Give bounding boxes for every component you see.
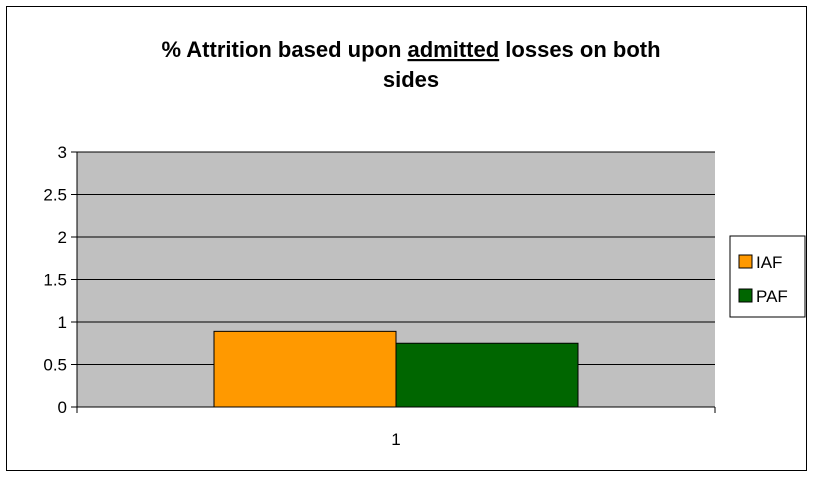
chart-title-underlined: admitted: [408, 37, 500, 62]
axes: [71, 151, 716, 413]
y-tick-label: 1.5: [43, 271, 67, 290]
bar-paf: [395, 342, 579, 408]
legend-label-paf: PAF: [756, 287, 788, 306]
x-tick-label: 1: [391, 430, 400, 449]
bar-iaf: [213, 330, 397, 408]
y-tick-label: 1: [58, 313, 67, 332]
chart-title: % Attrition based upon admitted losses o…: [161, 37, 660, 62]
chart-area: % Attrition based upon admitted losses o…: [6, 6, 807, 471]
legend-box: [729, 235, 806, 318]
chart-title-part-1: % Attrition based upon: [161, 37, 407, 62]
bar-chart: % Attrition based upon admitted losses o…: [43, 37, 806, 449]
chart-title-line-2: sides: [383, 67, 439, 92]
legend-swatch-paf: [738, 288, 753, 303]
tick-labels: 0 0.5 1 1.5 2 2.5 3 1: [43, 143, 400, 449]
y-tick-label: 3: [58, 143, 67, 162]
y-tick-label: 0.5: [43, 356, 67, 375]
bars: [213, 330, 579, 408]
legend-label-iaf: IAF: [756, 253, 782, 272]
y-tick-label: 2.5: [43, 186, 67, 205]
y-tick-label: 0: [58, 398, 67, 417]
legend-swatch-iaf: [738, 254, 753, 269]
gridlines: [77, 151, 715, 365]
legend: IAF PAF: [729, 235, 806, 318]
y-tick-label: 2: [58, 228, 67, 247]
chart-title-part-2: losses on both: [499, 37, 660, 62]
